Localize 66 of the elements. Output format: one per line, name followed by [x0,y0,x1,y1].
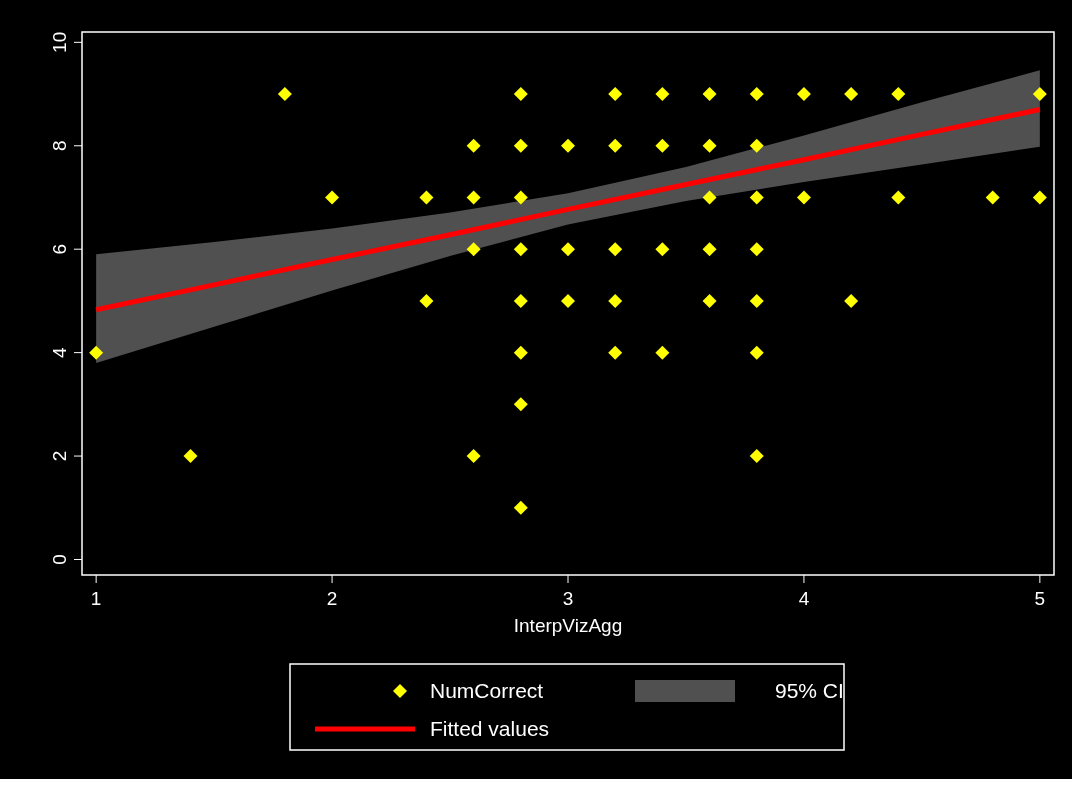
y-tick-label: 8 [49,140,70,152]
legend-label: Fitted values [430,717,550,740]
point [608,242,623,257]
point [1032,87,1047,102]
point [419,190,434,205]
point [513,500,528,515]
point [513,242,528,257]
point [277,87,292,102]
point [749,293,764,308]
point [702,87,717,102]
x-tick-label: 3 [562,588,574,609]
point [89,345,104,360]
point [655,242,670,257]
point [466,138,481,153]
y-tick-label: 0 [49,554,70,565]
x-tick-label: 2 [326,588,338,609]
y-tick-label: 4 [49,346,70,358]
point [513,397,528,412]
point [608,293,623,308]
point [561,293,575,308]
point [749,190,764,205]
point [513,345,528,360]
point [608,138,623,153]
point [655,87,670,102]
point [513,138,528,153]
point [513,87,528,102]
y-tick-label: 6 [49,243,70,255]
point [561,138,575,153]
point [655,138,670,153]
y-tick-label: 2 [49,450,70,462]
point [419,293,434,308]
point [702,293,717,308]
point [466,242,481,257]
point [702,242,717,257]
point [183,449,198,464]
point [891,87,906,102]
point [513,190,528,205]
point [749,242,764,257]
point [702,138,717,153]
point [749,345,764,360]
x-axis-title: InterpVizAgg [513,615,623,636]
x-tick-label: 5 [1034,588,1046,609]
point [796,87,811,102]
x-tick-label: 4 [798,588,810,609]
point [466,449,481,464]
point [1032,190,1047,205]
point [749,449,764,464]
point [325,190,340,205]
point [702,190,717,205]
point [561,242,575,257]
point [844,87,859,102]
point [466,190,481,205]
point [796,190,811,205]
x-tick-label: 1 [90,588,102,609]
point [844,293,859,308]
legend-label: NumCorrect [430,679,544,702]
point [985,190,1000,205]
y-tick-label: 10 [49,31,70,53]
point [749,87,764,102]
point [513,293,528,308]
point [608,345,623,360]
text: 95% CI [775,679,844,702]
point [608,87,623,102]
point [749,138,764,153]
point [891,190,906,205]
point [655,345,670,360]
